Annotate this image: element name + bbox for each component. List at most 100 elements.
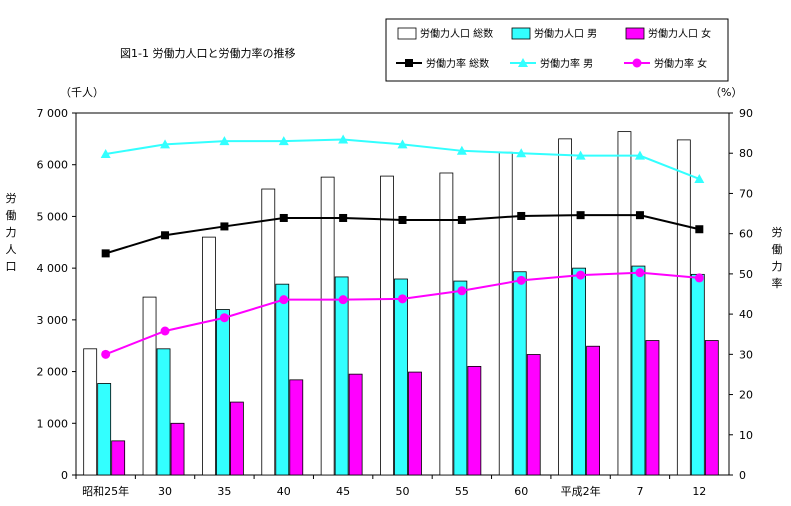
legend-marker [405, 59, 413, 67]
bar-total [142, 296, 157, 476]
rate-total-point [635, 211, 644, 220]
bar-male [690, 273, 705, 476]
bar-female [526, 354, 541, 476]
rate-total-point [339, 213, 348, 222]
bar-total [558, 138, 572, 476]
right-tick-label: 20 [739, 389, 753, 402]
left-axis-unit: （千人） [60, 86, 104, 99]
bar-total [439, 172, 454, 476]
left-axis-title-char: 人 [6, 243, 17, 256]
rate-total-point [695, 225, 704, 234]
legend-swatch [511, 27, 531, 40]
bar-male [631, 265, 646, 476]
x-tick-label: 35 [217, 485, 231, 498]
legend-swatch [625, 27, 645, 40]
right-axis-title-char: 労 [772, 225, 783, 239]
right-tick-label: 50 [739, 268, 753, 281]
bar-total [498, 151, 513, 476]
bar-female [289, 379, 304, 476]
x-tick-label: 12 [692, 485, 706, 498]
bar-male [394, 278, 408, 476]
rate-total-point [517, 211, 526, 220]
left-tick-label: 2 000 [37, 366, 69, 379]
left-tick-label: 5 000 [37, 210, 69, 223]
right-axis-title-char: 率 [772, 276, 783, 290]
bar-total [676, 139, 691, 476]
x-tick-label: 50 [396, 485, 410, 498]
right-tick-label: 30 [739, 348, 753, 361]
legend-label: 労働力人口 総数 [420, 27, 493, 40]
bar-female [645, 340, 660, 476]
legend-marker [518, 58, 528, 67]
rate-male-point [100, 149, 111, 159]
right-tick-label: 80 [739, 147, 753, 160]
bar-female [170, 422, 185, 476]
rate-male-point [634, 150, 645, 160]
rate-female-point [160, 326, 170, 336]
bar-female [586, 345, 600, 476]
bar-male [156, 348, 171, 476]
left-axis-title: 労働力人口 [6, 191, 17, 273]
right-axis-title-char: 力 [772, 260, 783, 273]
rate-total-point [161, 231, 170, 240]
rate-male-point [456, 145, 467, 155]
legend-label: 労働力率 女 [654, 57, 707, 70]
x-tick-label: 平成2年 [561, 484, 601, 498]
bar-male [453, 280, 468, 476]
left-tick-label: 3 000 [37, 314, 69, 327]
rate-male-point [516, 148, 527, 158]
rate-female-point [101, 349, 111, 359]
right-tick-label: 10 [739, 429, 753, 442]
rate-total-point [457, 215, 466, 224]
left-tick-label: 0 [61, 469, 68, 482]
rate-male-point [278, 136, 289, 146]
right-tick-label: 40 [739, 308, 753, 321]
bar-female [348, 373, 363, 476]
rate-female-point [694, 273, 704, 283]
bar-total [320, 176, 335, 476]
legend-swatch [397, 27, 417, 40]
left-axis-title-char: 働 [6, 209, 17, 222]
rate-female-point [635, 268, 645, 278]
rate-male-point [694, 173, 705, 183]
legend-marker [632, 58, 642, 68]
rate-total-point [576, 211, 585, 220]
bar-total [261, 188, 276, 476]
left-tick-label: 1 000 [37, 417, 69, 430]
left-axis-title-char: 口 [6, 260, 17, 273]
rate-total-point [279, 213, 288, 222]
rate-male-point [219, 136, 230, 146]
rate-male-point [160, 139, 171, 149]
bar-male [512, 271, 527, 476]
left-tick-label: 7 000 [37, 107, 69, 120]
right-axis-unit: （%） [710, 86, 742, 99]
legend-label: 労働力率 男 [540, 57, 593, 70]
x-tick-label: 55 [455, 485, 469, 498]
left-tick-label: 4 000 [37, 262, 69, 275]
x-tick-label: 60 [514, 485, 528, 498]
right-axis-title-char: 働 [772, 243, 783, 256]
bar-male [572, 267, 586, 476]
rate-male-point [397, 139, 408, 149]
rate-male-point [338, 134, 349, 144]
bar-total [380, 175, 394, 476]
bar-female [467, 365, 482, 476]
x-tick-label: 昭和25年 [82, 484, 129, 498]
right-tick-label: 0 [739, 469, 746, 482]
right-tick-label: 60 [739, 228, 753, 241]
legend-label: 労働力人口 男 [534, 27, 597, 40]
rate-total-point [101, 249, 110, 258]
bar-male [334, 276, 349, 476]
left-tick-label: 6 000 [37, 159, 69, 172]
rate-male-point [575, 150, 586, 160]
bar-female [111, 440, 126, 476]
x-tick-label: 7 [636, 485, 643, 498]
bar-male [216, 309, 230, 476]
bar-male [97, 383, 112, 476]
x-tick-label: 40 [277, 485, 291, 498]
rate-female-point [338, 295, 348, 305]
bar-male [275, 283, 290, 476]
x-tick-label: 30 [158, 485, 172, 498]
